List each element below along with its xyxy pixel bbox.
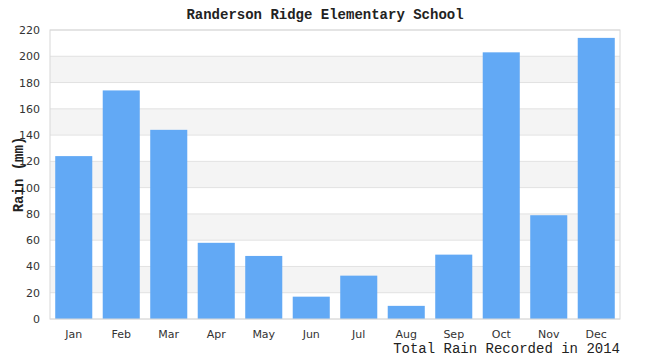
bar [388, 306, 425, 319]
chart-svg: 020406080100120140160180200220JanFebMarA… [0, 0, 650, 360]
x-tick-label: Mar [158, 328, 179, 341]
bar [530, 215, 567, 319]
bar [55, 156, 92, 319]
x-tick-label: May [252, 328, 275, 341]
plot-background [50, 30, 620, 319]
x-tick-label: Nov [538, 328, 560, 341]
x-tick-label: Sep [443, 328, 464, 341]
bar [245, 256, 282, 319]
x-tick-label: Aug [396, 328, 417, 341]
x-tick-label: Apr [207, 328, 227, 341]
x-tick-label: Jul [351, 328, 365, 341]
x-tick-label: Jun [302, 328, 320, 341]
y-tick-label: 180 [19, 77, 40, 90]
plot-frame [50, 30, 620, 319]
grid-line [50, 56, 620, 57]
bar [578, 38, 615, 319]
bar [435, 255, 472, 319]
title: Randerson Ridge Elementary School [186, 7, 463, 23]
bar [293, 297, 330, 319]
y-tick-label: 80 [26, 208, 40, 221]
y-tick-label: 0 [33, 313, 40, 326]
y-tick-label: 160 [19, 103, 40, 116]
x-axis-label: Total Rain Recorded in 2014 [393, 341, 620, 357]
x-tick-label: Jan [64, 328, 82, 341]
grid-band [50, 56, 620, 82]
y-tick-label: 40 [26, 260, 40, 273]
y-tick-label: 20 [26, 287, 40, 300]
x-tick-label: Oct [492, 328, 512, 341]
x-tick-label: Feb [112, 328, 131, 341]
bar [150, 130, 187, 319]
y-tick-label: 200 [19, 50, 40, 63]
y-tick-label: 60 [26, 234, 40, 247]
bar [103, 90, 140, 319]
bar [198, 243, 235, 319]
grid-line [50, 82, 620, 83]
bar [483, 52, 520, 319]
chart-container: 020406080100120140160180200220JanFebMarA… [0, 0, 650, 360]
y-tick-label: 220 [19, 24, 40, 37]
x-tick-label: Dec [586, 328, 607, 341]
bars [55, 38, 615, 319]
y-axis-label: Rain (mm) [11, 137, 27, 213]
bar [340, 276, 377, 319]
